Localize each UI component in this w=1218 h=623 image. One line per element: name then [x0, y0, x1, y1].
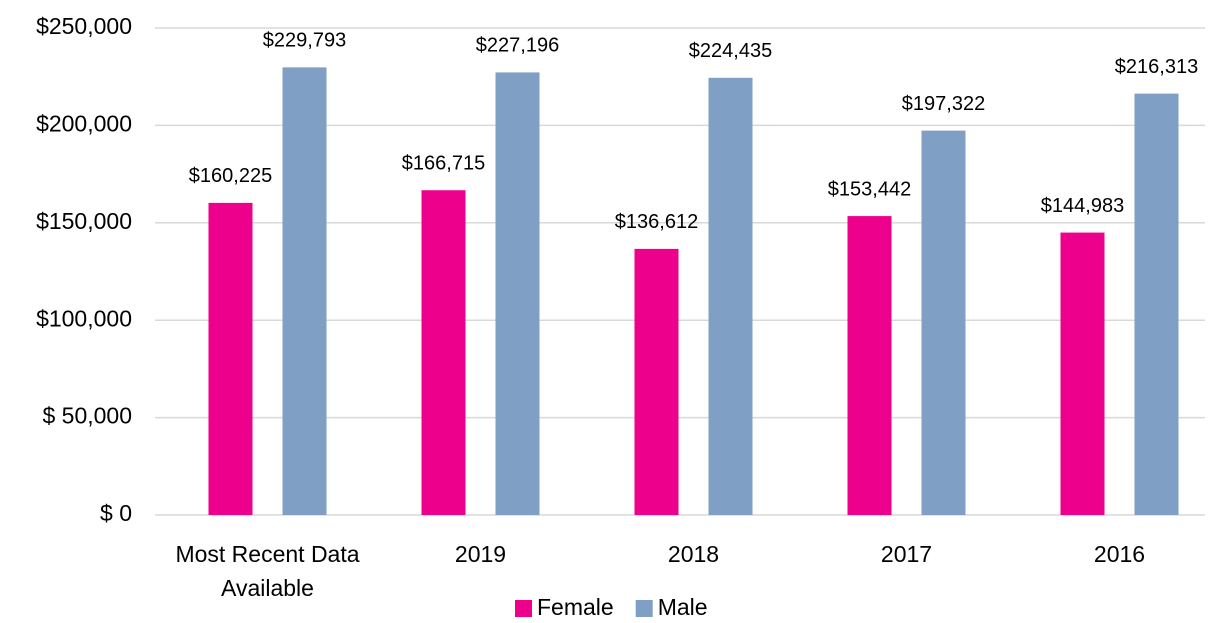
- x-tick-label: 2018: [667, 541, 720, 567]
- data-label: $216,313: [1115, 56, 1198, 78]
- data-label: $166,715: [402, 153, 485, 175]
- y-tick-label: $150,000: [36, 208, 132, 234]
- data-label: $229,793: [263, 30, 346, 52]
- x-tick-label-box: 2019: [454, 541, 507, 567]
- x-tick-label: 2019: [454, 541, 507, 567]
- y-tick-label: $ 0: [100, 500, 132, 526]
- legend-swatch: [515, 600, 532, 617]
- x-tick-label-box: 2018: [667, 541, 720, 567]
- x-tick-label: 2016: [1093, 541, 1146, 567]
- data-label: $197,322: [902, 93, 985, 115]
- bar: [921, 130, 966, 515]
- bar: [1134, 93, 1179, 515]
- data-label: $224,435: [689, 40, 772, 62]
- y-tick-label: $200,000: [36, 110, 132, 136]
- legend-label: Female: [537, 594, 614, 620]
- data-label: $160,225: [189, 165, 272, 187]
- x-tick-label-box: 2017: [880, 541, 933, 567]
- y-tick-label: $250,000: [36, 13, 132, 39]
- x-tick-label-box: Most Recent Data Available: [175, 541, 360, 601]
- x-tick-label: 2017: [880, 541, 933, 567]
- data-label: $153,442: [828, 178, 911, 200]
- bar: [495, 72, 540, 516]
- bar: [1060, 232, 1105, 515]
- y-tick-label: $100,000: [36, 305, 132, 331]
- bar: [421, 190, 466, 515]
- data-label: $136,612: [615, 211, 698, 233]
- bar: [708, 77, 753, 515]
- bar: [282, 67, 327, 516]
- x-tick-label-box: 2016: [1093, 541, 1146, 567]
- legend-swatch: [635, 600, 653, 617]
- bar: [847, 216, 892, 516]
- bar: [208, 202, 253, 515]
- bar: [634, 248, 679, 515]
- data-label: $144,983: [1041, 195, 1124, 217]
- legend-label: Male: [658, 594, 708, 620]
- y-tick-label: $ 50,000: [42, 403, 132, 429]
- data-label: $227,196: [476, 35, 559, 57]
- x-tick-label: Most Recent Data Available: [175, 541, 360, 601]
